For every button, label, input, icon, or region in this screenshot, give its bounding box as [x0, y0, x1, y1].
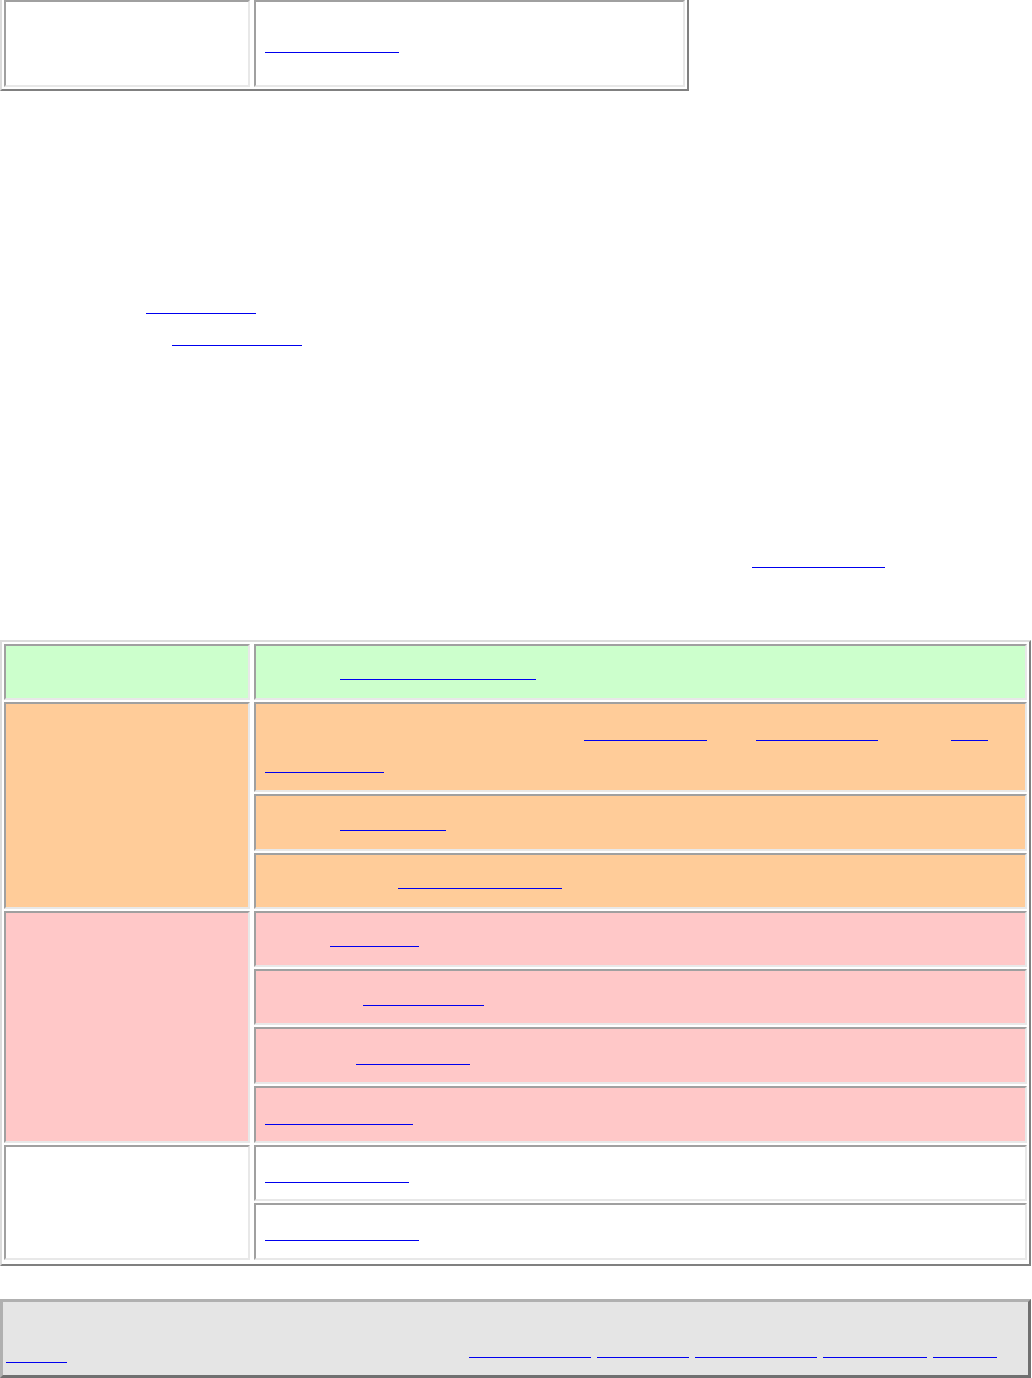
link[interactable] [172, 345, 302, 346]
table-cell [254, 0, 685, 87]
table-cell [4, 911, 250, 1143]
table-cell [254, 1203, 1027, 1260]
link[interactable] [951, 740, 988, 741]
link[interactable] [398, 888, 562, 889]
link[interactable] [584, 740, 707, 741]
link[interactable] [356, 1064, 470, 1065]
table-cell [254, 969, 1027, 1025]
link[interactable] [340, 679, 536, 680]
link[interactable] [469, 1357, 591, 1358]
table-cell [254, 1145, 1027, 1201]
link[interactable] [265, 1182, 409, 1183]
link[interactable] [695, 1357, 817, 1358]
table-cell [254, 644, 1027, 700]
table-cell [4, 0, 250, 87]
link[interactable] [752, 567, 885, 568]
link[interactable] [330, 946, 419, 947]
footer-box [0, 1299, 1031, 1378]
table-cell [254, 702, 1027, 792]
table-cell [254, 1027, 1027, 1084]
table-cell [4, 702, 250, 909]
table-cell [4, 644, 250, 700]
link[interactable] [597, 1357, 689, 1358]
link[interactable] [340, 830, 446, 831]
top-table [0, 0, 689, 91]
table-cell [254, 911, 1027, 967]
link[interactable] [6, 1362, 67, 1363]
link[interactable] [265, 52, 399, 53]
table-cell [254, 853, 1027, 909]
link[interactable] [933, 1357, 997, 1358]
link[interactable] [265, 1240, 419, 1241]
link[interactable] [363, 1005, 484, 1006]
table-cell [254, 794, 1027, 851]
main-table [0, 640, 1031, 1266]
link[interactable] [146, 313, 256, 314]
table-cell [254, 1086, 1027, 1143]
link[interactable] [823, 1357, 927, 1358]
link[interactable] [265, 772, 384, 773]
link[interactable] [265, 1124, 413, 1125]
link[interactable] [756, 740, 878, 741]
table-cell [4, 1145, 250, 1260]
